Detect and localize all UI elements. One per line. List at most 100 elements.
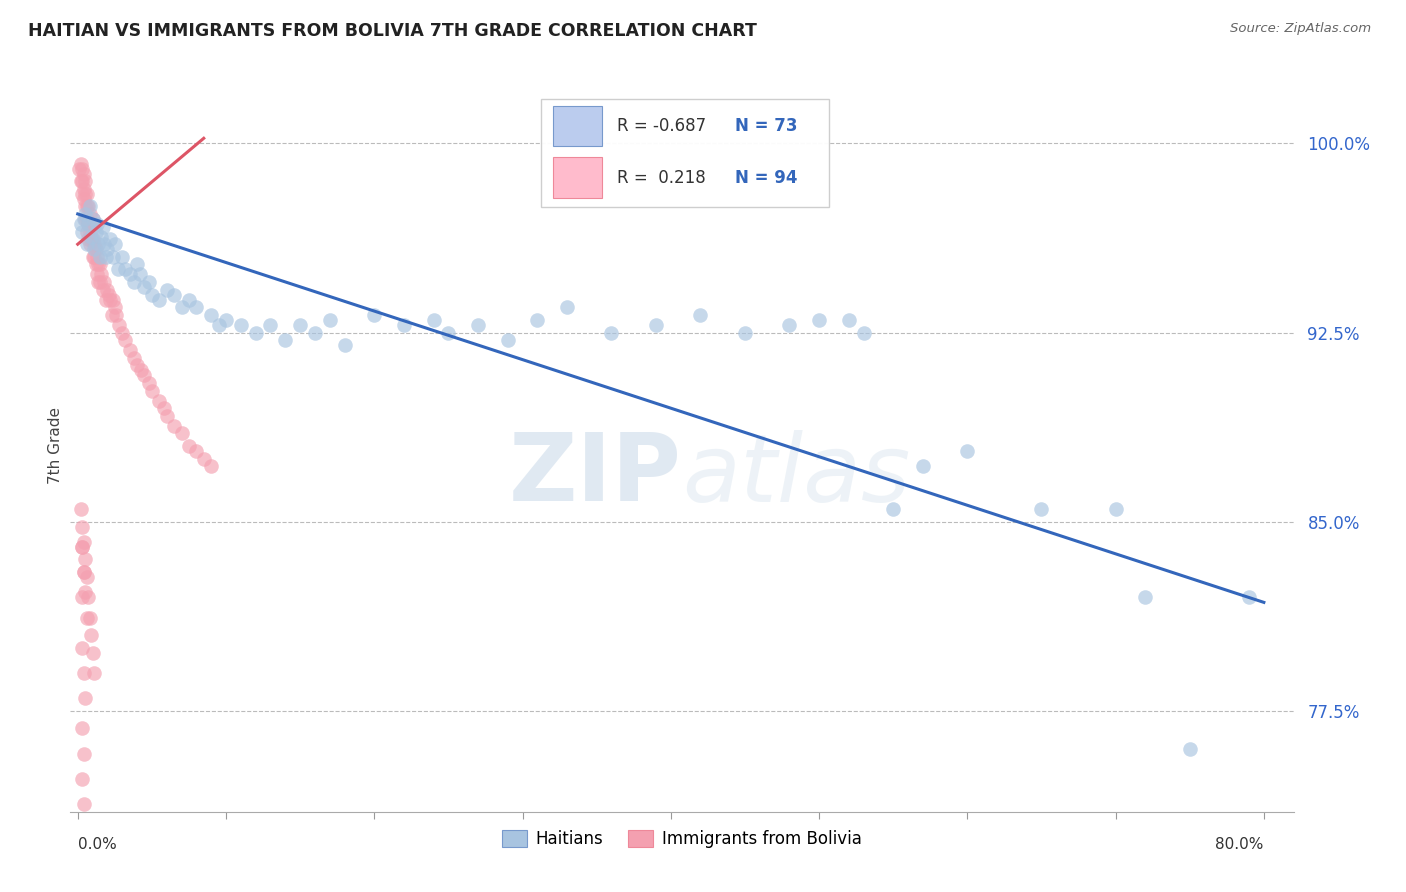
Point	[118, 343, 141, 358]
Point	[84, 257, 107, 271]
Point	[79, 207, 101, 221]
Point	[82, 232, 104, 246]
Point	[69, 502, 91, 516]
Point	[75, 585, 97, 599]
Point	[83, 237, 105, 252]
Point	[838, 313, 860, 327]
Point	[94, 250, 117, 264]
Point	[689, 308, 711, 322]
Point	[70, 772, 93, 786]
Point	[911, 459, 934, 474]
Point	[496, 333, 519, 347]
Point	[80, 628, 103, 642]
Point	[70, 186, 93, 201]
Point	[131, 363, 153, 377]
FancyBboxPatch shape	[554, 158, 602, 198]
Point	[1178, 741, 1201, 756]
Point	[79, 610, 101, 624]
Point	[134, 280, 156, 294]
Point	[87, 275, 110, 289]
Point	[77, 232, 100, 246]
Point	[163, 418, 186, 433]
Text: atlas: atlas	[682, 430, 910, 521]
Point	[72, 665, 94, 680]
Point	[600, 326, 623, 340]
Point	[259, 318, 281, 332]
Point	[437, 326, 460, 340]
Point	[778, 318, 800, 332]
Point	[193, 451, 215, 466]
Point	[72, 182, 94, 196]
Point	[118, 268, 141, 282]
Point	[75, 552, 97, 566]
Point	[125, 257, 148, 271]
Point	[177, 439, 200, 453]
Point	[72, 167, 94, 181]
Point	[103, 250, 125, 264]
Point	[76, 237, 98, 252]
Point	[101, 308, 124, 322]
Point	[170, 300, 193, 314]
Point	[76, 570, 98, 584]
Point	[152, 401, 174, 416]
Point	[274, 333, 297, 347]
Point	[72, 565, 94, 579]
Point	[148, 393, 170, 408]
Point	[103, 293, 125, 307]
Point	[304, 326, 326, 340]
Point	[392, 318, 415, 332]
Point	[93, 237, 115, 252]
Point	[80, 232, 103, 246]
Point	[72, 192, 94, 206]
Point	[83, 242, 105, 256]
Point	[125, 359, 148, 373]
Point	[76, 225, 98, 239]
Point	[76, 186, 98, 201]
Point	[882, 502, 904, 516]
Point	[89, 257, 111, 271]
Point	[86, 268, 108, 282]
Point	[80, 229, 103, 244]
Point	[79, 199, 101, 213]
Point	[138, 275, 160, 289]
Point	[76, 212, 98, 227]
Point	[105, 308, 128, 322]
Point	[156, 283, 179, 297]
Point	[98, 293, 121, 307]
Text: HAITIAN VS IMMIGRANTS FROM BOLIVIA 7TH GRADE CORRELATION CHART: HAITIAN VS IMMIGRANTS FROM BOLIVIA 7TH G…	[28, 22, 756, 40]
Point	[90, 268, 112, 282]
Point	[87, 237, 110, 252]
Point	[70, 540, 93, 554]
Point	[1237, 591, 1260, 605]
Point	[89, 275, 111, 289]
Point	[852, 326, 875, 340]
Point	[70, 640, 93, 655]
Point	[97, 287, 120, 301]
Point	[86, 250, 108, 264]
Point	[141, 384, 163, 398]
Point	[163, 287, 186, 301]
Point	[79, 225, 101, 239]
Point	[70, 540, 93, 554]
Point	[148, 293, 170, 307]
Point	[215, 313, 238, 327]
Point	[84, 242, 107, 256]
Point	[555, 300, 578, 314]
Point	[200, 459, 222, 474]
Point	[1135, 591, 1157, 605]
Point	[1104, 502, 1126, 516]
Point	[75, 186, 97, 201]
Point	[69, 156, 91, 170]
Legend: Haitians, Immigrants from Bolivia: Haitians, Immigrants from Bolivia	[495, 823, 869, 855]
Point	[77, 217, 100, 231]
Text: Source: ZipAtlas.com: Source: ZipAtlas.com	[1230, 22, 1371, 36]
Point	[87, 257, 110, 271]
Point	[122, 351, 145, 365]
Point	[422, 313, 444, 327]
Point	[70, 161, 93, 176]
Point	[93, 275, 115, 289]
Point	[808, 313, 831, 327]
Point	[186, 444, 208, 458]
Point	[90, 229, 112, 244]
Point	[69, 217, 91, 231]
